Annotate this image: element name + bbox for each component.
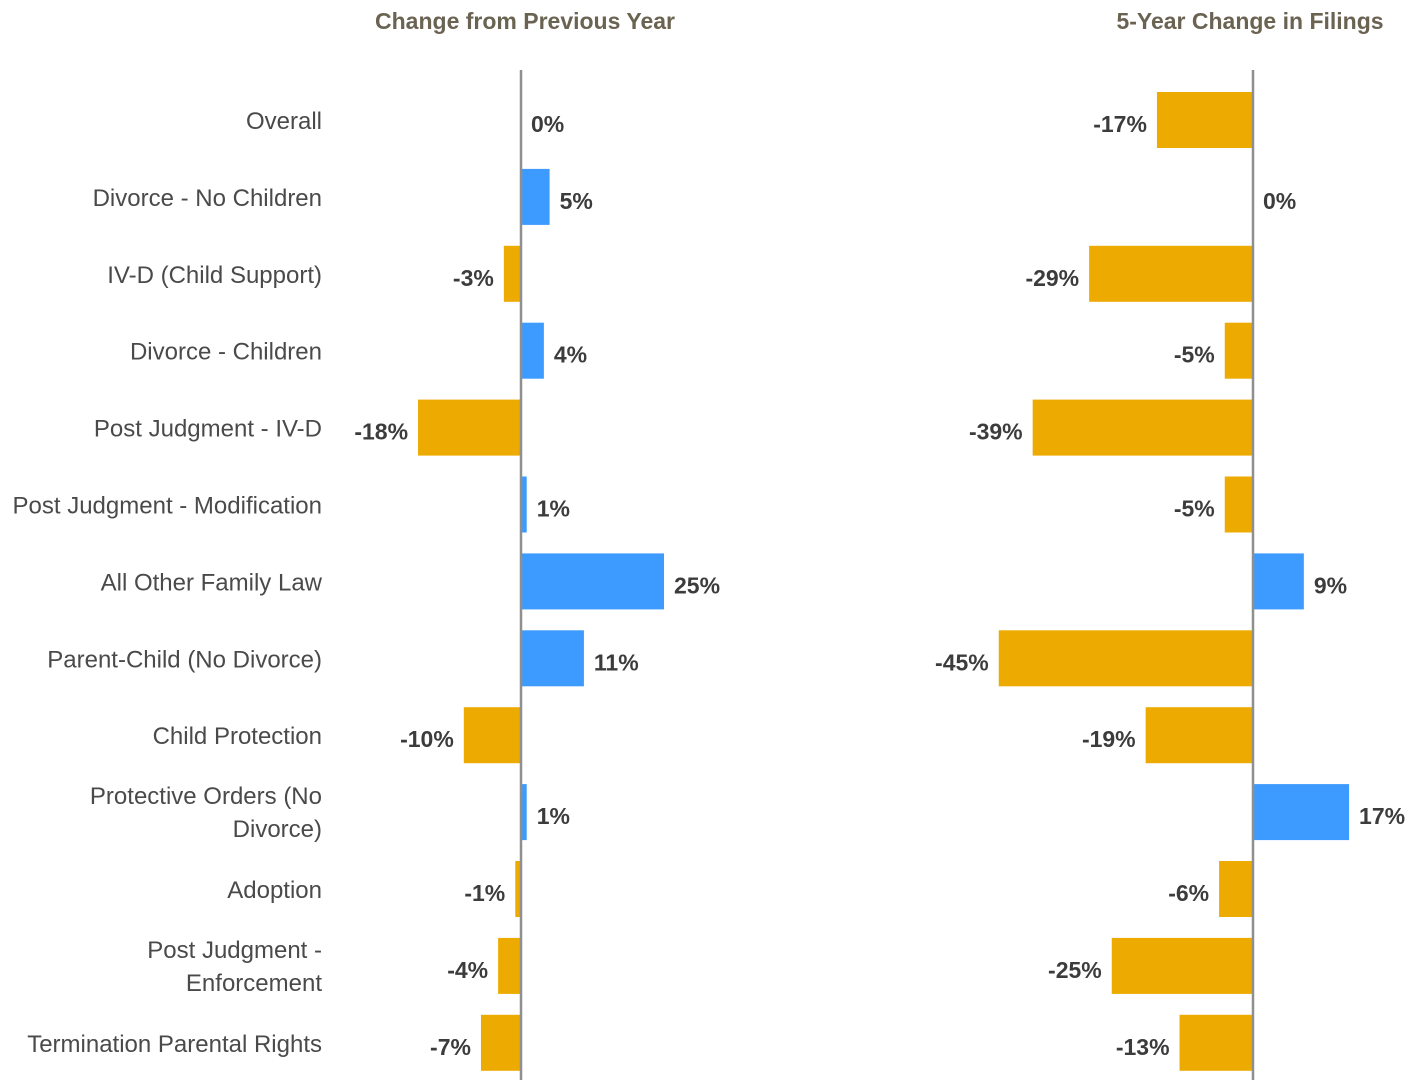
bar-five-year [1253,553,1304,610]
bar-previous-year [480,1014,521,1071]
data-label: -3% [453,265,494,291]
data-label: -5% [1174,496,1215,522]
category-label: Child Protection [153,723,322,750]
bar-five-year [1219,861,1253,917]
category-label: Post Judgment -Enforcement [147,937,322,997]
category-label: Divorce - No Children [93,185,322,212]
data-label: 25% [674,572,720,598]
category-label: Post Judgment - IV-D [94,416,322,443]
data-label: 0% [531,111,564,137]
category-label: Termination Parental Rights [27,1031,322,1058]
bar-five-year [1032,399,1253,456]
data-label: 0% [1263,188,1296,214]
bar-five-year [1156,92,1253,148]
data-label: 1% [537,496,570,522]
bar-previous-year [521,322,544,379]
bar-previous-year [498,937,521,994]
category-label: All Other Family Law [101,569,323,596]
data-label: -10% [400,726,454,752]
data-label: 4% [554,342,587,368]
data-label: -18% [354,419,408,445]
bar-five-year [1089,245,1253,302]
data-label: -4% [447,957,488,983]
bar-five-year [1224,322,1253,379]
bar-five-year [1145,707,1253,764]
category-label: Overall [246,108,322,135]
category-label: Protective Orders (No Divorce) [90,783,322,843]
data-label: -25% [1048,957,1102,983]
data-label: -19% [1082,726,1136,752]
data-label: 1% [537,803,570,829]
category-label: Adoption [227,877,322,904]
data-label: -13% [1116,1034,1170,1060]
data-label: -29% [1025,265,1079,291]
bar-previous-year [521,784,527,841]
bar-previous-year [418,399,521,456]
bar-previous-year [515,861,521,917]
data-label: -17% [1093,111,1147,137]
data-label: 17% [1359,803,1405,829]
data-label: -5% [1174,342,1215,368]
data-label: 9% [1314,572,1347,598]
data-label: -7% [430,1034,471,1060]
category-label: Post Judgment - Modification [13,493,322,520]
data-label: -6% [1168,880,1209,906]
bar-five-year [1253,784,1350,841]
bar-previous-year [521,476,527,533]
category-label: Parent-Child (No Divorce) [47,646,322,673]
data-label: -39% [969,419,1023,445]
bar-previous-year [503,245,521,302]
bar-five-year [1179,1014,1253,1071]
data-label: 5% [560,188,593,214]
bar-five-year [1111,937,1253,994]
bar-five-year [1224,476,1253,533]
category-label: IV-D (Child Support) [107,262,322,289]
data-label: -1% [464,880,505,906]
data-label: 11% [594,649,639,675]
bar-previous-year [521,630,584,687]
bar-previous-year [521,553,664,610]
bar-previous-year [521,168,550,225]
bar-previous-year [463,707,521,764]
bar-five-year [998,630,1253,687]
chart-title-five-year: 5-Year Change in Filings [1116,8,1384,34]
category-label: Divorce - Children [130,339,322,366]
data-label: -45% [935,649,989,675]
chart-title-previous-year: Change from Previous Year [375,8,675,34]
